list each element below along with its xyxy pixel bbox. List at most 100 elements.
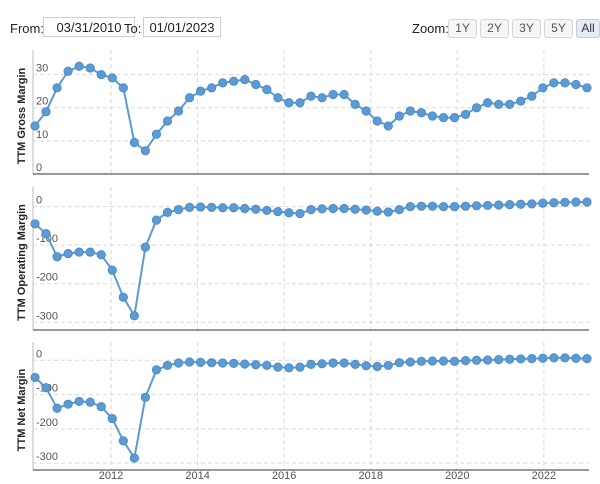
data-point[interactable]	[516, 96, 526, 106]
data-point[interactable]	[483, 98, 493, 108]
data-point[interactable]	[372, 206, 382, 216]
data-point[interactable]	[361, 106, 371, 116]
data-point[interactable]	[460, 356, 471, 366]
data-point[interactable]	[41, 107, 51, 117]
data-point[interactable]	[582, 353, 592, 364]
data-point[interactable]	[516, 199, 526, 209]
data-point[interactable]	[471, 103, 482, 113]
data-point[interactable]	[273, 206, 283, 217]
data-point[interactable]	[449, 201, 460, 212]
data-point[interactable]	[118, 83, 128, 93]
data-point[interactable]	[85, 63, 95, 73]
data-point[interactable]	[339, 203, 349, 214]
data-point[interactable]	[394, 111, 404, 121]
data-point[interactable]	[240, 359, 250, 369]
data-point[interactable]	[207, 358, 217, 368]
data-point[interactable]	[30, 372, 40, 383]
data-point[interactable]	[229, 358, 239, 368]
data-point[interactable]	[229, 76, 239, 86]
data-point[interactable]	[273, 93, 283, 103]
data-point[interactable]	[505, 354, 515, 364]
data-point[interactable]	[118, 436, 128, 446]
data-point[interactable]	[427, 111, 438, 121]
data-point[interactable]	[85, 247, 95, 257]
data-point[interactable]	[262, 84, 272, 95]
data-point[interactable]	[438, 113, 449, 123]
data-point[interactable]	[350, 204, 360, 214]
data-point[interactable]	[284, 98, 294, 108]
data-point[interactable]	[527, 199, 537, 209]
data-point[interactable]	[162, 360, 173, 371]
data-point[interactable]	[527, 91, 537, 101]
data-point[interactable]	[416, 108, 426, 118]
data-point[interactable]	[52, 83, 62, 93]
data-point[interactable]	[41, 228, 51, 239]
data-point[interactable]	[571, 197, 581, 207]
data-point[interactable]	[218, 203, 228, 213]
data-point[interactable]	[560, 353, 570, 363]
data-point[interactable]	[438, 201, 449, 212]
data-point[interactable]	[328, 203, 338, 214]
data-point[interactable]	[273, 362, 283, 372]
data-point[interactable]	[494, 354, 504, 365]
data-point[interactable]	[63, 249, 73, 259]
data-point[interactable]	[438, 356, 449, 366]
data-point[interactable]	[184, 202, 195, 212]
data-point[interactable]	[85, 397, 95, 407]
data-point[interactable]	[140, 392, 150, 402]
data-point[interactable]	[52, 403, 62, 413]
data-point[interactable]	[306, 359, 316, 369]
data-point[interactable]	[63, 399, 73, 409]
data-point[interactable]	[328, 358, 338, 368]
data-point[interactable]	[251, 360, 261, 370]
data-point[interactable]	[140, 146, 150, 156]
data-point[interactable]	[196, 202, 206, 212]
data-point[interactable]	[383, 360, 393, 371]
data-point[interactable]	[196, 86, 206, 96]
data-point[interactable]	[416, 201, 426, 211]
data-point[interactable]	[129, 453, 139, 463]
data-point[interactable]	[339, 89, 349, 100]
from-date-input[interactable]	[43, 17, 135, 37]
data-point[interactable]	[262, 360, 272, 371]
data-point[interactable]	[460, 201, 471, 211]
data-point[interactable]	[328, 89, 338, 100]
data-point[interactable]	[471, 355, 482, 365]
data-point[interactable]	[538, 353, 548, 363]
data-point[interactable]	[30, 121, 40, 131]
data-point[interactable]	[306, 91, 316, 101]
data-point[interactable]	[251, 204, 261, 214]
data-point[interactable]	[471, 201, 482, 211]
data-point[interactable]	[549, 78, 559, 88]
data-point[interactable]	[582, 83, 592, 93]
data-point[interactable]	[151, 129, 162, 139]
data-point[interactable]	[405, 357, 415, 367]
data-point[interactable]	[449, 113, 460, 123]
data-point[interactable]	[571, 353, 581, 363]
data-point[interactable]	[284, 363, 294, 373]
data-point[interactable]	[251, 79, 261, 90]
data-point[interactable]	[339, 358, 349, 368]
data-point[interactable]	[460, 109, 471, 119]
data-point[interactable]	[405, 201, 415, 212]
data-point[interactable]	[505, 200, 515, 210]
data-point[interactable]	[173, 358, 184, 368]
data-point[interactable]	[107, 265, 117, 275]
data-point[interactable]	[549, 198, 559, 208]
data-point[interactable]	[129, 311, 139, 321]
data-point[interactable]	[394, 205, 404, 215]
data-point[interactable]	[383, 207, 393, 217]
zoom-button-all[interactable]: All	[576, 19, 600, 38]
data-point[interactable]	[96, 250, 106, 260]
data-point[interactable]	[449, 356, 460, 366]
data-point[interactable]	[538, 198, 548, 208]
data-point[interactable]	[63, 66, 73, 76]
data-point[interactable]	[207, 202, 217, 212]
to-date-input[interactable]	[143, 17, 221, 37]
data-point[interactable]	[527, 353, 537, 364]
data-point[interactable]	[140, 242, 150, 252]
data-point[interactable]	[218, 358, 228, 368]
data-point[interactable]	[74, 61, 84, 71]
data-point[interactable]	[240, 203, 250, 214]
data-point[interactable]	[184, 357, 195, 367]
